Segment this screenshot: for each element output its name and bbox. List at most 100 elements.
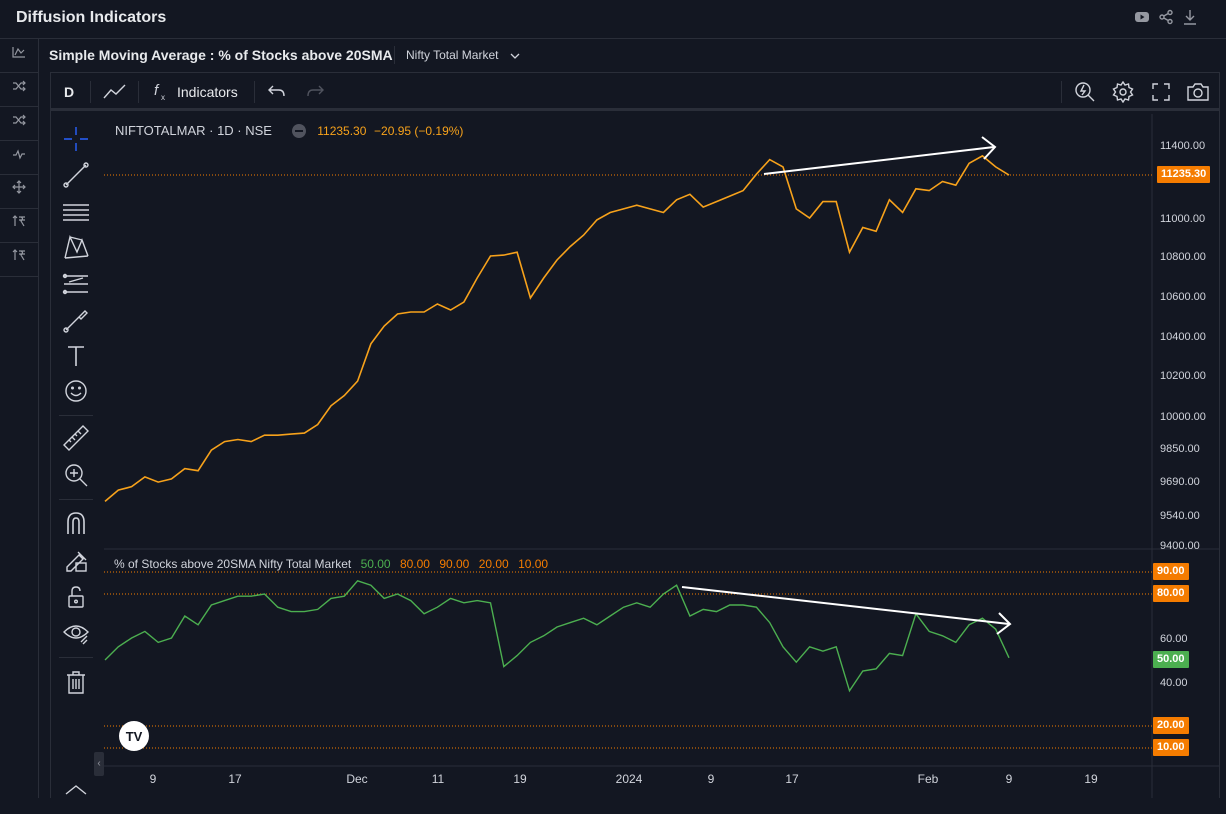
symbol-label[interactable]: NIFTOTALMAR · 1D · NSE [115, 123, 272, 138]
camera-icon[interactable] [1186, 82, 1210, 107]
app-title: Diffusion Indicators [16, 9, 167, 26]
divider [90, 81, 91, 103]
collapse-toolbar-button[interactable]: ‹ [94, 752, 104, 776]
last-price-tag: 11235.30 [1157, 166, 1211, 183]
redo-icon[interactable] [306, 84, 324, 105]
price-axis-tick: 10600.00 [1160, 291, 1206, 303]
price-axis-tick: 11400.00 [1160, 140, 1205, 152]
study-header: Simple Moving Average : % of Stocks abov… [38, 38, 1226, 72]
ruler-icon[interactable] [61, 423, 91, 453]
svg-text:x: x [161, 93, 165, 102]
indicator-axis-tick: 40.00 [1160, 677, 1188, 689]
time-axis-tick: 19 [1084, 772, 1098, 786]
divider [1061, 81, 1062, 103]
quick-search-icon[interactable] [1074, 81, 1096, 108]
price-legend: NIFTOTALMAR · 1D · NSE 11235.30 −20.95 (… [115, 123, 463, 139]
share-icon[interactable] [1157, 9, 1175, 27]
time-axis-tick: 9 [708, 772, 715, 786]
price-axis-tick: 10200.00 [1160, 370, 1206, 382]
object-tree-icon[interactable] [61, 784, 91, 814]
zoom-in-icon[interactable] [61, 460, 91, 490]
settings-gear-icon[interactable] [1112, 80, 1134, 108]
indicator-series-line [104, 579, 1010, 693]
shuffle-icon[interactable] [0, 72, 38, 107]
divider [138, 81, 139, 103]
price-series-line [104, 154, 1010, 503]
drawing-toolbar [51, 114, 101, 798]
price-axis-tick: 9850.00 [1160, 443, 1200, 455]
pulse-icon[interactable] [0, 140, 38, 175]
price-axis-tick: 9540.00 [1160, 510, 1200, 522]
trash-icon[interactable] [61, 667, 91, 697]
lock-drawing-icon[interactable] [61, 545, 91, 575]
indicator-value: 90.00 [439, 557, 470, 571]
chart-container [50, 72, 1220, 798]
legend-toggle-icon[interactable] [291, 123, 306, 138]
level-tag-10: 10.00 [1153, 739, 1189, 756]
level-tag-80: 80.00 [1153, 585, 1189, 602]
time-axis-tick: 9 [1006, 772, 1013, 786]
rupee-up-icon[interactable] [0, 208, 38, 243]
emoji-icon[interactable] [61, 376, 91, 406]
indicator-legend: % of Stocks above 20SMA Nifty Total Mark… [114, 557, 548, 571]
indicator-value: 80.00 [399, 557, 430, 571]
indicator-axis-tick: 60.00 [1160, 633, 1188, 645]
level-tag-20: 20.00 [1153, 717, 1189, 734]
horizontal-lines-icon[interactable] [61, 197, 91, 227]
chart-type-icon[interactable] [103, 82, 127, 107]
magnet-icon[interactable] [61, 508, 91, 538]
trend-line-icon[interactable] [61, 160, 91, 190]
time-axis-tick: 19 [513, 772, 527, 786]
svg-text:f: f [154, 82, 160, 99]
pattern-icon[interactable] [61, 232, 91, 262]
brush-icon[interactable] [61, 305, 91, 335]
tradingview-logo[interactable]: TV [119, 721, 149, 751]
symbol-dropdown[interactable]: Nifty Total Market [406, 48, 520, 62]
undo-icon[interactable] [268, 84, 286, 105]
time-axis-tick: 9 [150, 772, 157, 786]
eye-icon[interactable] [61, 618, 91, 648]
rupee-up-icon[interactable] [0, 242, 38, 277]
shuffle-icon[interactable] [0, 106, 38, 141]
youtube-icon[interactable] [1133, 9, 1151, 27]
last-value: 11235.30 [317, 124, 367, 138]
price-axis-tick: 10400.00 [1160, 331, 1206, 343]
crosshair-icon[interactable] [61, 124, 91, 154]
divider [59, 415, 93, 416]
divider [59, 657, 93, 658]
time-axis-tick: 2024 [616, 772, 643, 786]
price-axis-tick: 9690.00 [1160, 476, 1200, 488]
price-axis-tick: 10000.00 [1160, 411, 1206, 423]
chevron-down-icon [510, 53, 520, 59]
text-tool-icon[interactable] [61, 341, 91, 371]
price-axis-tick: 10800.00 [1160, 251, 1206, 263]
divider [59, 499, 93, 500]
left-rail [0, 38, 39, 798]
fib-retracement-icon[interactable] [61, 269, 91, 299]
time-axis-tick: 11 [432, 772, 445, 786]
price-change: −20.95 (−0.19%) [374, 124, 464, 138]
time-axis-tick: Feb [918, 772, 939, 786]
title-bar: Diffusion Indicators [0, 0, 1226, 39]
fullscreen-icon[interactable] [1151, 82, 1171, 107]
symbol-dropdown-label: Nifty Total Market [406, 48, 499, 62]
unlock-icon[interactable] [61, 582, 91, 612]
divider [254, 81, 255, 103]
study-title: Simple Moving Average : % of Stocks abov… [49, 47, 393, 63]
indicator-name[interactable]: % of Stocks above 20SMA Nifty Total Mark… [114, 557, 352, 571]
download-icon[interactable] [1181, 9, 1199, 27]
area-chart-icon[interactable] [0, 38, 38, 73]
downtrend-arrow[interactable] [681, 586, 1012, 635]
uptrend-arrow[interactable] [763, 136, 997, 175]
price-axis-tick: 9400.00 [1160, 540, 1200, 552]
move-icon[interactable] [0, 174, 38, 209]
indicator-value: 10.00 [518, 557, 549, 571]
price-axis-tick: 11000.00 [1160, 213, 1205, 225]
time-axis-tick: Dec [346, 772, 367, 786]
interval-button[interactable]: D [64, 84, 75, 100]
current-value-tag: 50.00 [1153, 651, 1189, 668]
